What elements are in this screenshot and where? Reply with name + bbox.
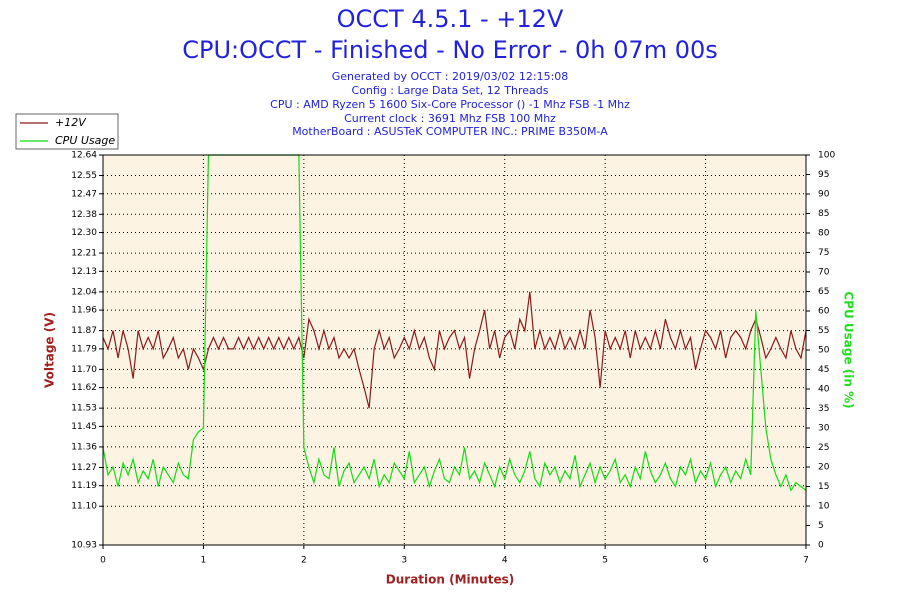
y2-tick-label: 95 xyxy=(818,170,829,180)
y-tick-label: 11.79 xyxy=(71,344,97,354)
y2-tick-label: 30 xyxy=(818,424,830,434)
note: Config : Large Data Set, 12 Threads xyxy=(352,84,549,97)
y2-tick-label: 80 xyxy=(818,229,830,239)
notes: Generated by OCCT : 2019/03/02 12:15:08 … xyxy=(270,70,630,138)
y-tick-label: 12.21 xyxy=(71,249,97,259)
y-tick-label: 11.87 xyxy=(71,326,97,336)
y-tick-label: 12.30 xyxy=(71,228,97,238)
y-tick-label: 12.04 xyxy=(71,287,97,297)
legend-label: CPU Usage xyxy=(55,134,115,147)
y-tick-label: 11.96 xyxy=(71,306,97,316)
y-tick-label: 11.27 xyxy=(71,463,97,473)
x-axis-title: Duration (Minutes) xyxy=(386,573,514,587)
y-tick-label: 11.70 xyxy=(71,365,97,375)
x-tick-label: 2 xyxy=(301,556,307,566)
y2-tick-label: 0 xyxy=(818,541,824,551)
x-tick-label: 6 xyxy=(703,556,709,566)
y2-tick-label: 15 xyxy=(818,482,829,492)
y2-tick-label: 35 xyxy=(818,404,829,414)
plot-area xyxy=(103,155,806,545)
legend-label: +12V xyxy=(55,116,87,129)
y2-tick-label: 100 xyxy=(818,151,835,161)
y2-tick-label: 20 xyxy=(818,463,830,473)
y-tick-label: 12.55 xyxy=(71,171,97,181)
legend xyxy=(15,113,119,150)
series-line xyxy=(102,291,807,409)
y2-tick-label: 65 xyxy=(818,287,829,297)
y-tick-label: 11.36 xyxy=(71,442,97,452)
y-tick-label: 11.45 xyxy=(71,422,97,432)
x-tick-label: 7 xyxy=(803,556,809,566)
note: Generated by OCCT : 2019/03/02 12:15:08 xyxy=(332,70,569,83)
y2-tick-label: 50 xyxy=(818,346,830,356)
y2-tick-label: 70 xyxy=(818,268,830,278)
y-tick-label: 11.10 xyxy=(71,502,97,512)
y2-tick-label: 45 xyxy=(818,365,829,375)
y-tick-label: 12.38 xyxy=(71,210,97,220)
y-tick-label: 10.93 xyxy=(71,541,97,551)
y-tick-label: 11.62 xyxy=(71,383,97,393)
y2-tick-label: 10 xyxy=(818,502,830,512)
y2-tick-label: 25 xyxy=(818,443,829,453)
x-tick-label: 1 xyxy=(201,556,207,566)
y-tick-label: 12.13 xyxy=(71,267,97,277)
note: CPU : AMD Ryzen 5 1600 Six-Core Processo… xyxy=(270,98,630,111)
chart-subtitle: CPU:OCCT - Finished - No Error - 0h 07m … xyxy=(182,36,718,64)
y2-tick-label: 75 xyxy=(818,248,829,258)
note: MotherBoard : ASUSTeK COMPUTER INC.: PRI… xyxy=(292,125,608,138)
y-tick-label: 11.53 xyxy=(71,404,97,414)
x-tick-label: 3 xyxy=(401,556,407,566)
note: Current clock : 3691 Mhz FSB 100 Mhz xyxy=(344,112,556,125)
x-tick-label: 0 xyxy=(100,556,106,566)
y2-axis-title: CPU Usage (in %) xyxy=(842,291,856,408)
chart-title: OCCT 4.5.1 - +12V xyxy=(337,5,564,33)
x-tick-label: 5 xyxy=(602,556,608,566)
y2-tick-label: 55 xyxy=(818,326,829,336)
y2-tick-label: 90 xyxy=(818,190,830,200)
y-axis-title: Voltage (V) xyxy=(43,312,57,388)
y2-tick-label: 60 xyxy=(818,307,830,317)
y2-tick-label: 40 xyxy=(818,385,830,395)
y-tick-label: 12.64 xyxy=(71,151,97,161)
x-tick-label: 4 xyxy=(502,556,508,566)
y-tick-label: 11.19 xyxy=(71,481,97,491)
y2-tick-label: 5 xyxy=(818,521,824,531)
y-tick-label: 12.47 xyxy=(71,189,97,199)
y2-tick-label: 85 xyxy=(818,209,829,219)
